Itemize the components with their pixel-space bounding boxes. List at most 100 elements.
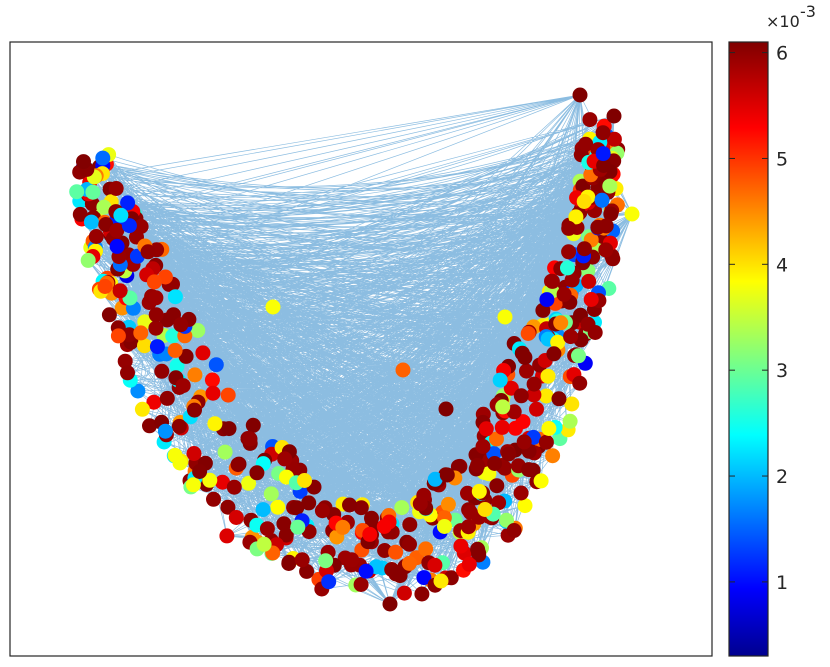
graph-node [134,401,150,417]
graph-node [230,457,246,473]
graph-node [506,404,522,420]
graph-node [418,541,434,557]
graph-node [494,419,510,435]
graph-node [492,372,508,388]
graph-node [169,358,185,374]
graph-node [453,538,469,554]
graph-node [571,348,586,364]
graph-node [602,178,618,194]
graph-node [249,465,265,481]
graph-node [499,512,514,528]
graph-node [167,289,183,305]
graph-node [195,345,211,361]
graph-node [520,326,536,341]
graph-node [109,222,125,238]
graph-node [564,396,580,412]
graph-node [112,283,128,299]
graph-node [186,446,202,461]
graph-node [344,552,360,568]
graph-node [142,418,157,434]
graph-node [83,214,99,230]
graph-node [120,195,136,211]
graph-node [95,150,111,166]
colorbar-ticks: 1 2 3 4 5 6 [729,43,788,594]
colorbar-tick-label: 4 [776,254,788,276]
graph-node [437,519,452,534]
graph-node [353,500,369,516]
graph-node [598,242,614,258]
graph-node [96,199,112,215]
graph-node [187,367,203,383]
graph-node [576,194,592,209]
graph-node [526,387,542,403]
graph-node [157,423,173,439]
graph-node [551,391,567,407]
graph-node [358,563,374,579]
graph-node [130,383,146,399]
graph-node [596,158,612,173]
graph-node [88,229,104,244]
graph-node [562,413,578,429]
graph-node [301,495,317,511]
graph-node [299,563,315,579]
graph-node [120,365,135,381]
graph-node [149,339,165,355]
graph-node [414,586,430,602]
graph-node [487,456,503,471]
graph-node [513,388,529,404]
graph-node [113,207,129,223]
graph-node [85,184,101,200]
graph-node [546,346,562,362]
graph-node [382,596,398,612]
graph-node [265,299,281,315]
graph-node [540,368,556,384]
graph-node [173,317,189,333]
graph-node [521,462,537,478]
graph-node [217,444,233,460]
graph-node [624,206,640,222]
graph-node [228,510,244,525]
graph-node [402,536,417,552]
graph-node [146,274,162,290]
graph-node [101,307,117,323]
colorbar-tick-label: 1 [776,572,788,594]
graph-node [495,399,511,415]
graph-node [159,390,175,406]
graph-node [572,375,588,391]
graph-node [506,523,522,538]
graph-node [529,401,544,417]
graph-node [401,555,417,571]
graph-node [595,146,611,162]
colorbar-tick-label: 6 [776,43,788,65]
graph-node [513,485,529,501]
graph-node [353,577,369,592]
graph-node [427,471,443,487]
graph-node [545,448,561,464]
graph-node [561,220,577,236]
graph-node [462,505,478,520]
graph-node [241,475,257,491]
graph-node [165,328,181,344]
graph-node [489,478,505,494]
graph-node [202,472,218,488]
graph-node [294,552,310,568]
graph-node [606,131,622,147]
graph-node [517,498,533,514]
graph-node [526,376,542,392]
graph-node [595,125,611,141]
graph-node [121,327,137,343]
graph-node [439,467,455,483]
graph-node [553,315,569,331]
graph-node [117,353,133,369]
graph-node [433,573,449,589]
graph-node [318,553,334,569]
graph-node [221,421,237,437]
graph-node [517,349,533,365]
graph-node [460,485,475,501]
colorbar-tick-label: 2 [776,466,788,488]
graph-node [471,483,487,499]
graph-node [477,502,493,517]
graph-node [475,439,491,454]
graph-node [175,378,191,394]
